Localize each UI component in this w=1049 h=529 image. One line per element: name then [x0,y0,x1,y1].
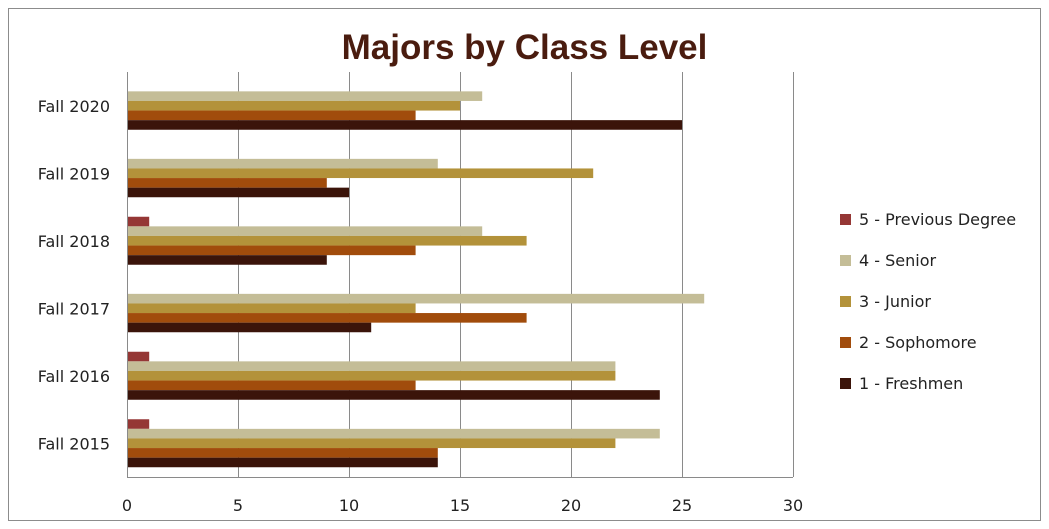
y-tick-label: Fall 2016 [38,367,110,386]
bar [128,390,660,400]
x-tick-label: 20 [561,496,581,515]
y-tick-label: Fall 2015 [38,434,110,453]
legend-label: 3 - Junior [859,292,931,311]
x-tick-label: 25 [672,496,692,515]
bar [128,120,682,130]
bar [128,91,483,101]
legend-swatch [840,337,851,348]
bar [128,419,150,429]
legend-swatch [840,296,851,307]
bar [128,158,438,169]
x-tick-label: 15 [450,496,470,515]
chart-title: Majors by Class Level [341,28,708,67]
bar [128,457,438,468]
bar [128,428,660,439]
y-tick-label: Fall 2018 [38,232,110,251]
bar [128,351,150,362]
x-tick-label: 10 [339,496,359,515]
y-axis-labels: Fall 2020 Fall 2019 Fall 2018 Fall 2017 Fall… [38,97,110,454]
legend-swatch [840,214,851,225]
bar [128,361,616,371]
y-tick-label: Fall 2017 [38,299,110,318]
legend-label: 4 - Senior [859,251,937,270]
bar [128,178,327,188]
bar [128,380,416,391]
gridlines [127,72,794,478]
bar [128,370,616,381]
bar [128,293,705,304]
x-tick-label: 30 [783,496,803,515]
legend-label: 5 - Previous Degree [859,210,1016,229]
bar [128,187,349,198]
bar [128,303,416,314]
bar [128,110,416,121]
y-tick-label: Fall 2020 [38,97,110,116]
bar [128,100,460,111]
bar [128,245,416,256]
bar [128,255,327,265]
legend-label: 2 - Sophomore [859,333,977,352]
y-tick-label: Fall 2019 [38,164,110,183]
bar [128,322,372,333]
bar [128,438,616,449]
x-axis-labels: 0 5 10 15 20 25 30 [122,496,803,515]
x-tick-label: 5 [233,496,243,515]
legend-swatch [840,378,851,389]
bar [128,448,438,458]
bar [128,313,527,323]
bars [128,91,705,468]
legend-label: 1 - Freshmen [859,374,963,393]
bar [128,168,594,179]
x-tick-label: 0 [122,496,132,515]
bar [128,216,150,227]
bar [128,226,483,236]
legend: 5 - Previous Degree 4 - Senior 3 - Junior 2… [840,210,1016,393]
legend-swatch [840,255,851,266]
bar [128,235,527,246]
